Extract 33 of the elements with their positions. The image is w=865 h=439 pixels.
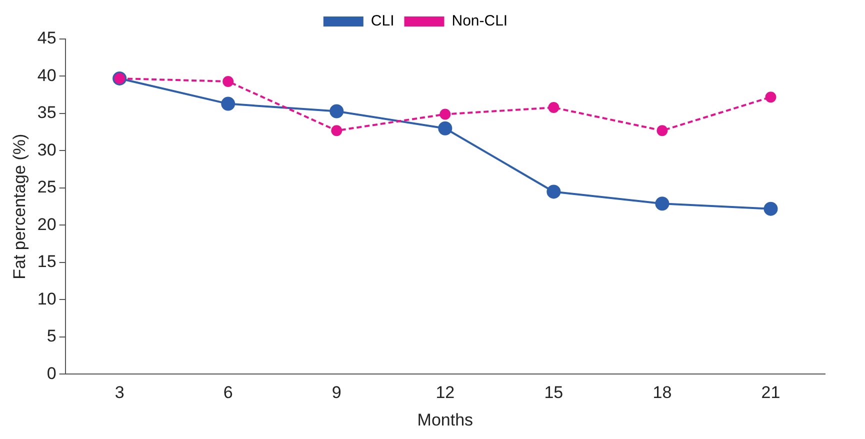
x-tick-label: 3 bbox=[114, 383, 124, 402]
point bbox=[546, 184, 561, 199]
point bbox=[765, 92, 776, 103]
point bbox=[222, 76, 234, 87]
y-tick-label: 15 bbox=[37, 252, 56, 272]
y-tick-label: 20 bbox=[37, 214, 56, 234]
y-axis-title: Fat percentage (%) bbox=[10, 134, 29, 280]
y-tick-label: 40 bbox=[37, 66, 56, 85]
x-tick-label: 9 bbox=[332, 383, 342, 402]
x-tick-label: 6 bbox=[223, 383, 233, 402]
point bbox=[655, 196, 670, 211]
y-tick-label: 35 bbox=[37, 103, 56, 122]
x-tick-label: 21 bbox=[761, 383, 780, 402]
x-tick-label: 12 bbox=[436, 383, 455, 402]
legend-label: Non-CLI bbox=[452, 12, 508, 30]
point bbox=[221, 96, 236, 111]
point bbox=[548, 102, 560, 114]
y-tick-label: 30 bbox=[37, 140, 56, 160]
y-tick-label: 45 bbox=[37, 28, 56, 48]
y-tick-label: 25 bbox=[37, 178, 56, 197]
x-tick-label: 15 bbox=[544, 383, 564, 402]
y-tick-label: 10 bbox=[37, 289, 56, 308]
point bbox=[764, 202, 778, 216]
point bbox=[331, 125, 342, 136]
point bbox=[440, 108, 451, 120]
x-axis-title: Months bbox=[417, 410, 474, 430]
y-tick-label: 0 bbox=[46, 364, 56, 383]
y-tick-label: 5 bbox=[46, 326, 56, 346]
point bbox=[330, 104, 344, 118]
point bbox=[438, 121, 452, 136]
legend-label: CLI bbox=[370, 12, 394, 30]
x-tick-label: 18 bbox=[652, 383, 672, 402]
point bbox=[656, 125, 668, 136]
